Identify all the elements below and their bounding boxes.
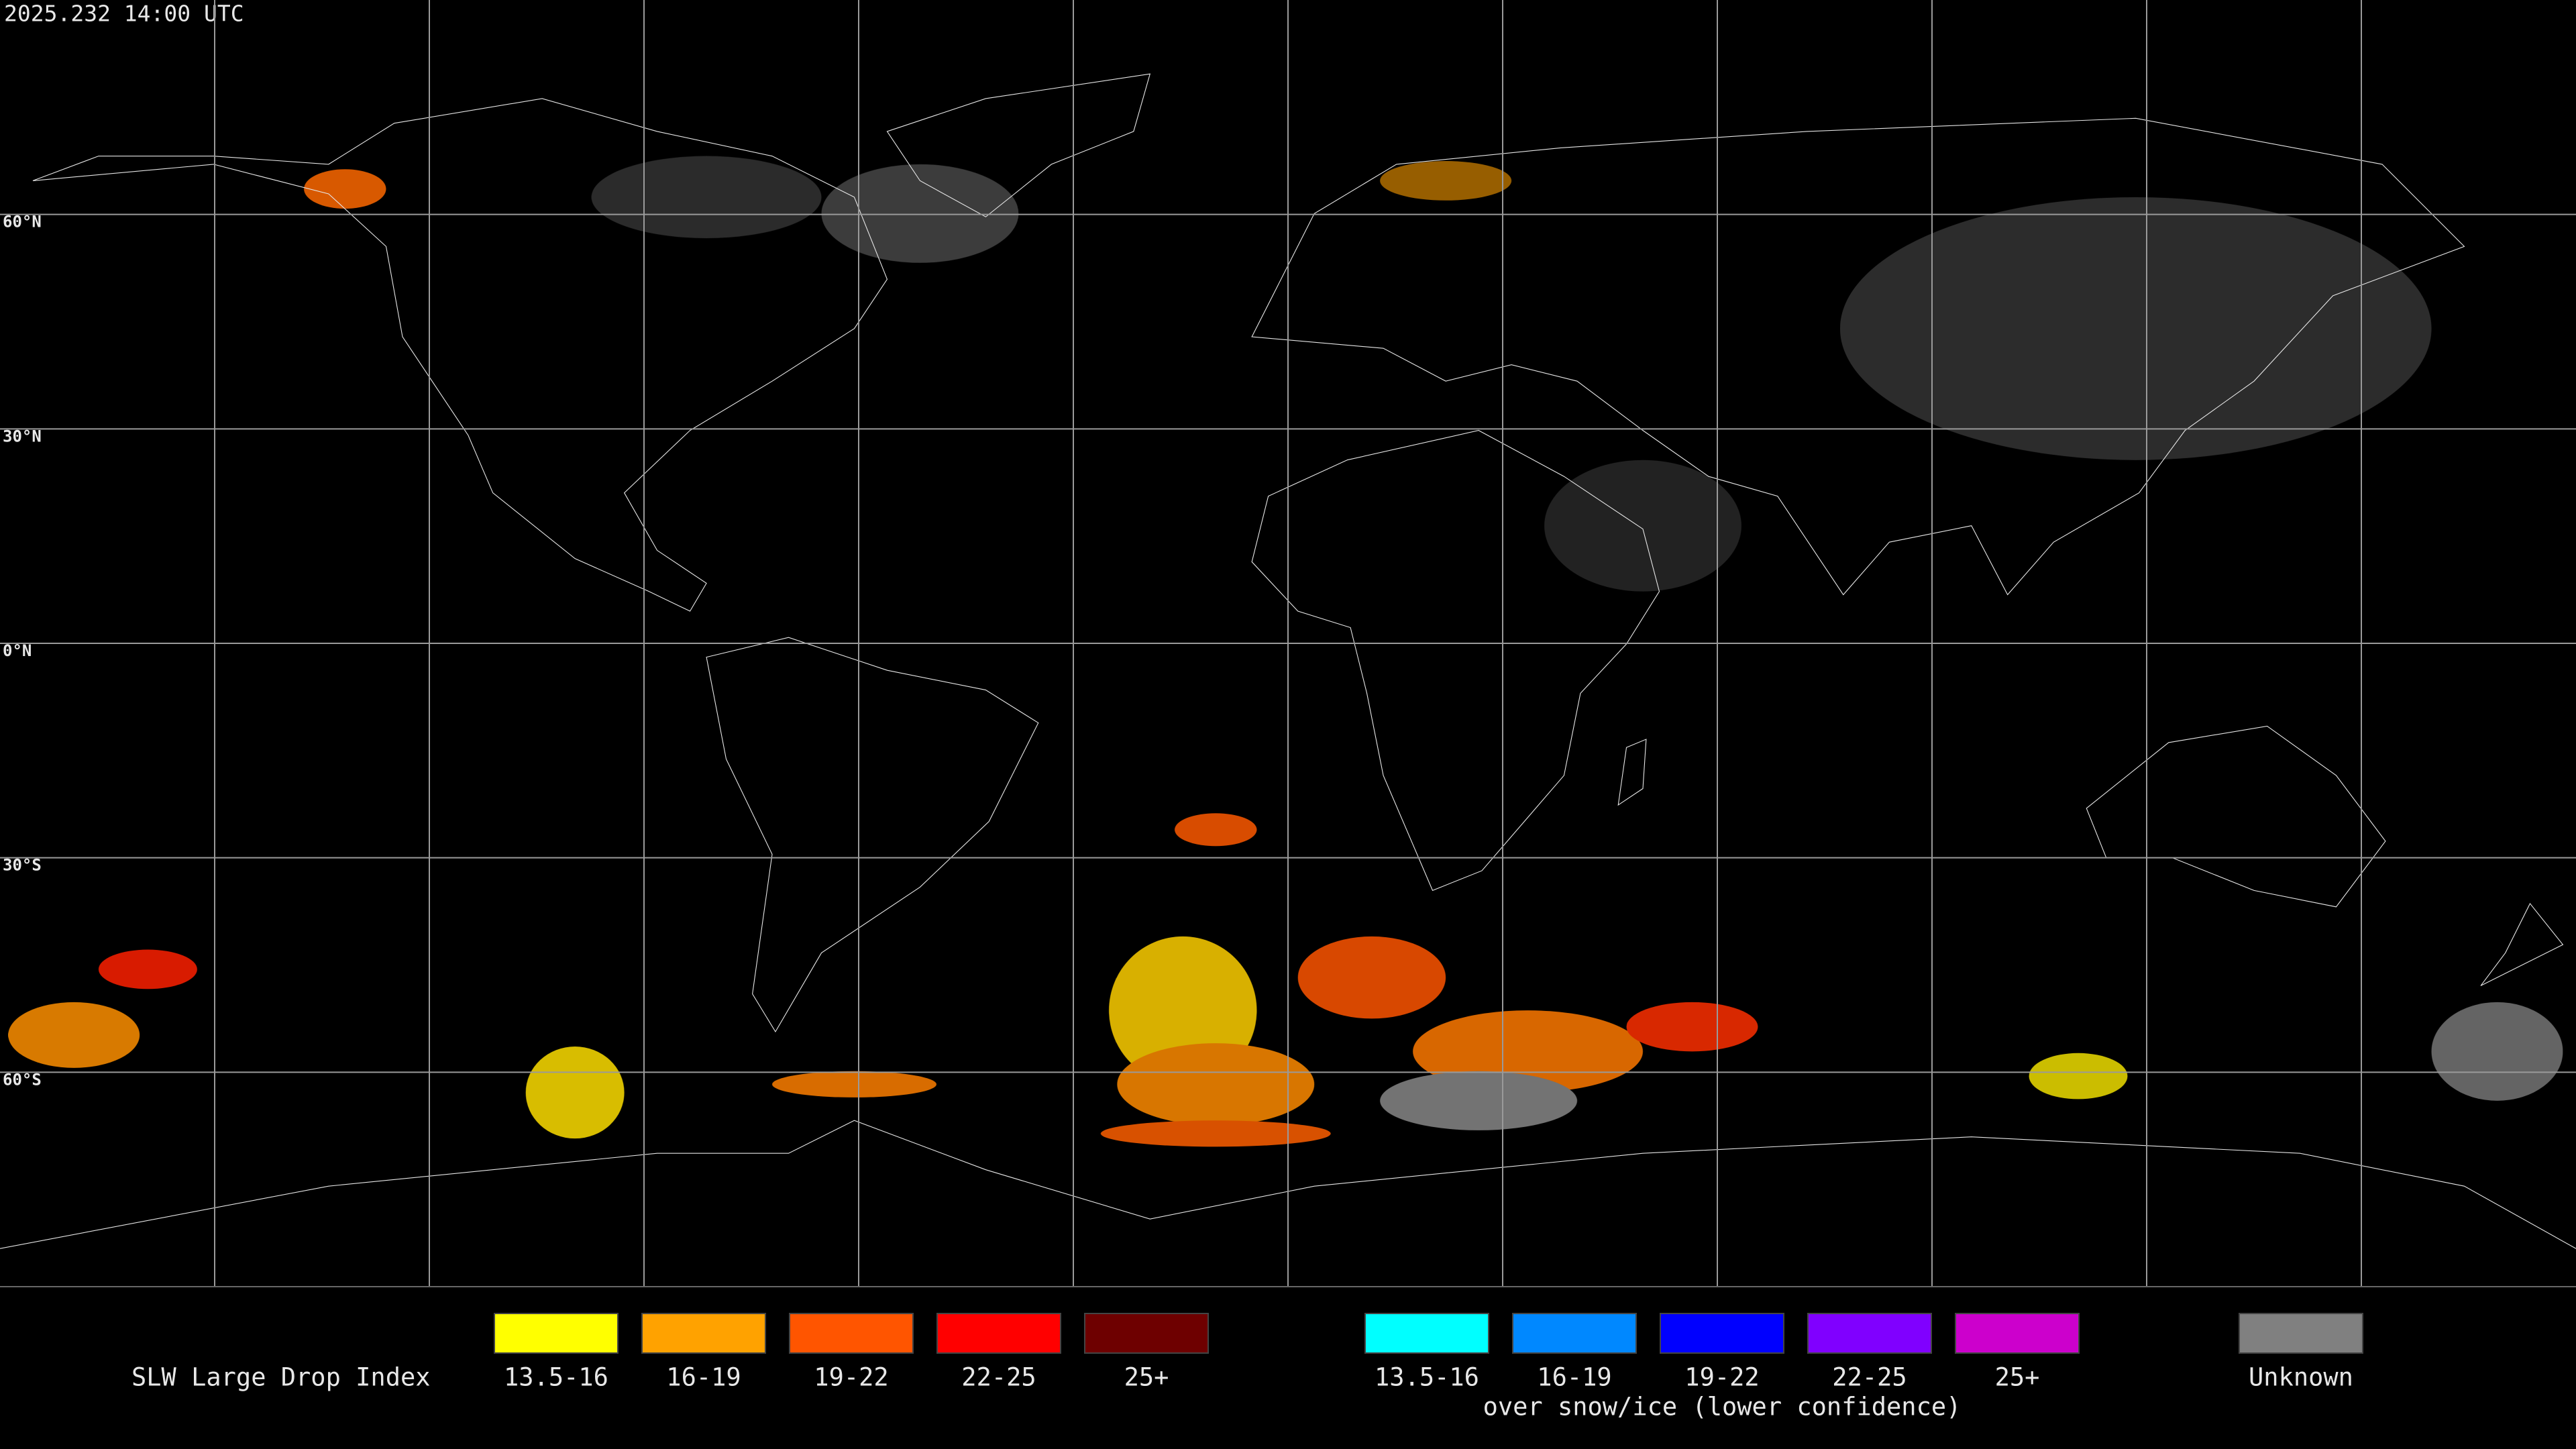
legend-swatch bbox=[1955, 1313, 2080, 1354]
latitude-labels: 60°N 30°N 0°N 30°S 60°S bbox=[3, 213, 42, 1089]
south-america bbox=[706, 637, 1038, 1032]
slw-patch bbox=[1626, 1002, 1758, 1052]
unknown-patch bbox=[821, 164, 1019, 263]
legend-swatch bbox=[1084, 1313, 1209, 1354]
eurasia bbox=[1252, 118, 2464, 594]
legend-label: 19-22 bbox=[814, 1363, 888, 1392]
africa bbox=[1252, 431, 1659, 891]
unknown-patch bbox=[1380, 1071, 1578, 1130]
antarctica bbox=[0, 1120, 2576, 1248]
new-zealand bbox=[2481, 904, 2563, 985]
legend-swatch bbox=[1512, 1313, 1637, 1354]
unknown-patch bbox=[1839, 197, 2432, 460]
unknown-patch bbox=[1544, 460, 1741, 592]
legend-label: 16-19 bbox=[1537, 1363, 1611, 1392]
slw-patch bbox=[8, 1002, 140, 1068]
legend-swatch bbox=[2239, 1313, 2363, 1354]
slw-patch bbox=[304, 169, 386, 209]
unknown-patch bbox=[2431, 1002, 2563, 1101]
legend-label: 16-19 bbox=[666, 1363, 741, 1392]
slw-patch bbox=[772, 1071, 936, 1097]
slw-patch bbox=[1117, 1043, 1315, 1126]
legend-swatch bbox=[641, 1313, 766, 1354]
legend-label: 19-22 bbox=[1684, 1363, 1759, 1392]
latitude-label: 0°N bbox=[3, 641, 32, 660]
legend-swatch bbox=[1807, 1313, 1932, 1354]
legend-swatch bbox=[494, 1313, 619, 1354]
slw-patch bbox=[1297, 936, 1446, 1019]
latitude-label: 30°S bbox=[3, 856, 42, 875]
legend: SLW Large Drop Index 13.5-16 16-19 19-22 22… bbox=[131, 1313, 2363, 1421]
legend-swatch bbox=[936, 1313, 1061, 1354]
legend-label: Unknown bbox=[2249, 1363, 2353, 1392]
slw-patch bbox=[1380, 161, 1512, 201]
legend-swatch bbox=[789, 1313, 914, 1354]
slw-patch bbox=[1175, 813, 1257, 847]
slw-patch bbox=[2029, 1053, 2128, 1099]
slw-patch bbox=[98, 949, 197, 989]
latitude-label: 30°N bbox=[3, 427, 42, 445]
madagascar bbox=[1618, 739, 1646, 805]
latitude-label: 60°N bbox=[3, 213, 42, 231]
legend-caption: over snow/ice (lower confidence) bbox=[1483, 1393, 1962, 1421]
legend-swatch bbox=[1660, 1313, 1784, 1354]
legend-label: 22-25 bbox=[961, 1363, 1036, 1392]
legend-label: 13.5-16 bbox=[1375, 1363, 1479, 1392]
unknown-patch bbox=[591, 156, 822, 239]
legend-title: SLW Large Drop Index bbox=[131, 1363, 431, 1392]
latitude-label: 60°S bbox=[3, 1070, 42, 1089]
slw-patch bbox=[1100, 1120, 1331, 1147]
legend-swatch bbox=[1364, 1313, 1489, 1354]
coastlines bbox=[0, 74, 2576, 1248]
legend-label: 22-25 bbox=[1832, 1363, 1907, 1392]
north-america bbox=[33, 99, 887, 611]
timestamp: 2025.232 14:00 UTC bbox=[4, 1, 244, 27]
slw-patch bbox=[525, 1046, 625, 1139]
legend-label: 25+ bbox=[1124, 1363, 1169, 1392]
greenland bbox=[887, 74, 1150, 217]
legend-label: 25+ bbox=[1995, 1363, 2040, 1392]
legend-label: 13.5-16 bbox=[504, 1363, 608, 1392]
